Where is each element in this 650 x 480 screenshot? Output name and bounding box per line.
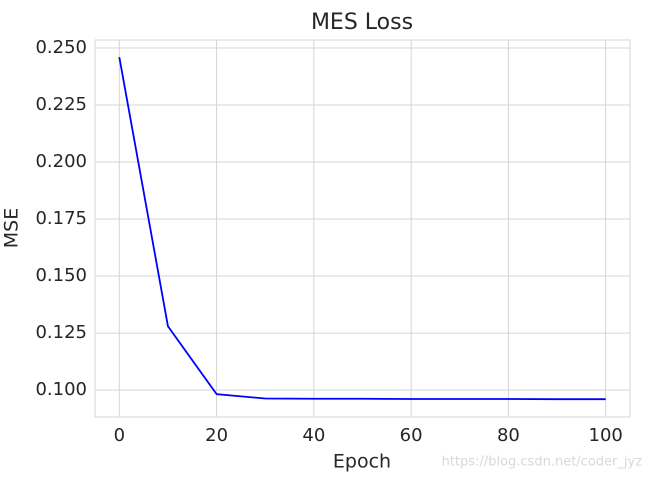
x-tick-label: 100	[589, 425, 623, 446]
y-tick-label: 0.200	[35, 151, 87, 172]
x-axis-label: Epoch	[333, 451, 391, 473]
x-tick-label: 0	[114, 425, 125, 446]
chart-title: MES Loss	[311, 10, 413, 35]
x-tick-label: 20	[205, 425, 228, 446]
x-tick-label: 60	[400, 425, 423, 446]
y-tick-label: 0.225	[35, 94, 87, 115]
x-tick-label: 80	[497, 425, 520, 446]
y-tick-label: 0.100	[35, 379, 87, 400]
y-axis-label: MSE	[1, 208, 23, 248]
plot-frame	[94, 39, 631, 418]
y-tick-label: 0.125	[35, 322, 87, 343]
y-tick-label: 0.250	[35, 37, 87, 58]
y-tick-label: 0.150	[35, 265, 87, 286]
x-tick-label: 40	[302, 425, 325, 446]
line	[118, 56, 606, 401]
y-tick-label: 0.175	[35, 208, 87, 229]
watermark: https://blog.csdn.net/coder_jyz	[442, 455, 643, 470]
